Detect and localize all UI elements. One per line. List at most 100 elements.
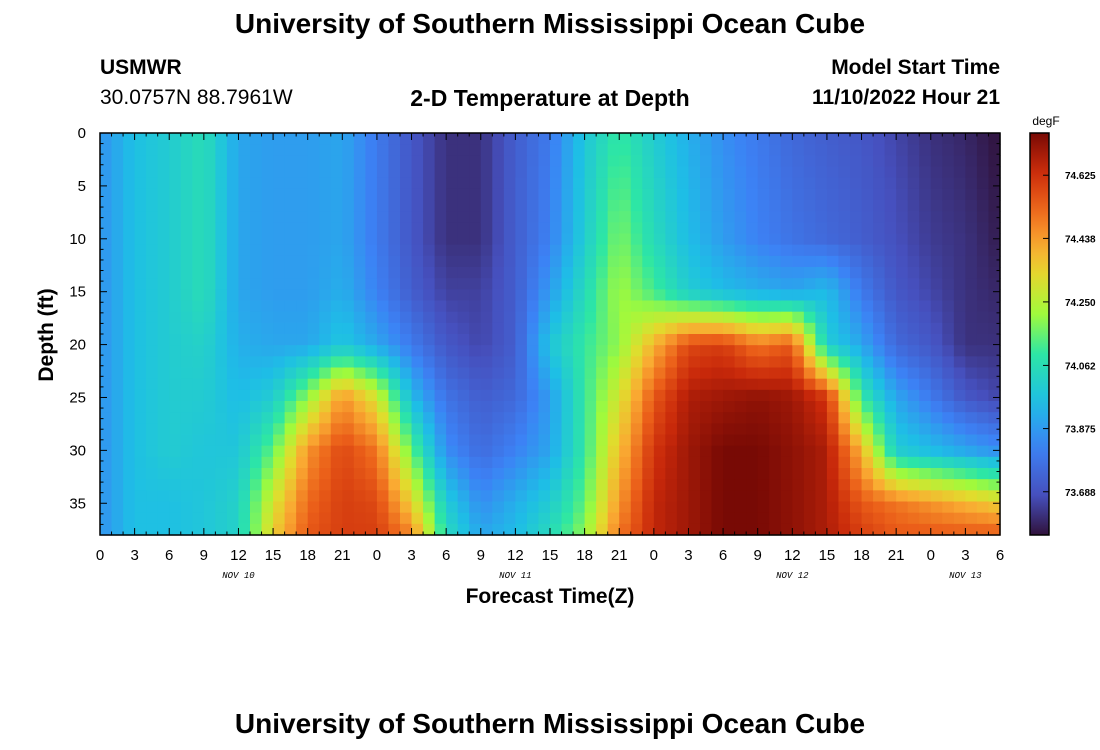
heatmap-cell bbox=[192, 300, 205, 313]
heatmap-cell bbox=[503, 412, 516, 424]
x-tick-label: 0 bbox=[650, 547, 658, 564]
heatmap-cell bbox=[734, 367, 747, 380]
heatmap-cell bbox=[665, 278, 678, 290]
heatmap-cell bbox=[353, 367, 366, 380]
heatmap-cell bbox=[376, 345, 390, 357]
heatmap-cell bbox=[907, 322, 920, 335]
heatmap-cell bbox=[307, 311, 320, 324]
heatmap-cell bbox=[192, 233, 205, 246]
heatmap-cell bbox=[838, 490, 851, 503]
heatmap-cell bbox=[988, 211, 1001, 223]
heatmap-cell bbox=[688, 434, 701, 447]
heatmap-cell bbox=[815, 222, 828, 235]
heatmap-cell bbox=[723, 356, 736, 369]
model-start-label: Model Start Time bbox=[831, 56, 1000, 79]
heatmap-cell bbox=[203, 144, 216, 156]
heatmap-cell bbox=[976, 300, 990, 313]
heatmap-cell bbox=[873, 278, 886, 290]
heatmap-cell bbox=[861, 412, 874, 424]
heatmap-cell bbox=[446, 177, 459, 190]
heatmap-cell bbox=[365, 133, 378, 145]
heatmap-cell bbox=[792, 300, 805, 313]
heatmap-cell bbox=[873, 211, 886, 223]
heatmap-cell bbox=[676, 456, 690, 469]
heatmap-cell bbox=[123, 233, 136, 246]
heatmap-cell bbox=[676, 278, 690, 290]
heatmap-cell bbox=[988, 378, 1001, 391]
heatmap-cell bbox=[896, 512, 909, 525]
heatmap-cell bbox=[342, 378, 355, 391]
heatmap-cell bbox=[642, 233, 655, 246]
heatmap-cell bbox=[976, 211, 990, 223]
heatmap-cell bbox=[330, 434, 343, 447]
heatmap-cell bbox=[492, 166, 505, 179]
heatmap-cell bbox=[734, 334, 747, 346]
heatmap-cell bbox=[180, 144, 193, 156]
heatmap-cell bbox=[330, 412, 343, 424]
heatmap-cell bbox=[711, 423, 724, 436]
heatmap-cell bbox=[250, 177, 263, 190]
heatmap-cell bbox=[203, 133, 216, 145]
heatmap-cell bbox=[596, 423, 609, 436]
heatmap-cell bbox=[676, 501, 690, 514]
heatmap-cell bbox=[215, 166, 228, 179]
heatmap-cell bbox=[503, 222, 516, 235]
heatmap-cell bbox=[180, 244, 193, 257]
heatmap-cell bbox=[746, 222, 759, 235]
heatmap-cell bbox=[780, 166, 793, 179]
heatmap-cell bbox=[700, 412, 713, 424]
heatmap-cell bbox=[861, 211, 874, 223]
heatmap-cell bbox=[942, 155, 955, 168]
footer-title: University of Southern Mississippi Ocean… bbox=[234, 708, 866, 739]
heatmap-cell bbox=[942, 412, 955, 424]
heatmap-cell bbox=[630, 512, 643, 525]
heatmap-cell bbox=[423, 300, 436, 313]
heatmap-cell bbox=[492, 155, 505, 168]
heatmap-cell bbox=[192, 401, 205, 413]
x-tick-label: 21 bbox=[888, 547, 905, 564]
heatmap-cell bbox=[665, 412, 678, 424]
heatmap-cell bbox=[907, 222, 920, 235]
heatmap-cell bbox=[826, 378, 840, 391]
x-tick-label: 9 bbox=[477, 547, 485, 564]
heatmap-cell bbox=[388, 133, 401, 145]
heatmap-cell bbox=[700, 322, 713, 335]
heatmap-cell bbox=[538, 523, 551, 536]
heatmap-cell bbox=[619, 267, 632, 279]
heatmap-cell bbox=[123, 512, 136, 525]
heatmap-cell bbox=[607, 300, 620, 313]
heatmap-cell bbox=[850, 512, 863, 525]
heatmap-cell bbox=[803, 289, 816, 302]
heatmap-cell bbox=[100, 367, 113, 380]
heatmap-cell bbox=[850, 300, 863, 313]
heatmap-cell bbox=[146, 378, 159, 391]
heatmap-cell bbox=[826, 479, 840, 491]
heatmap-cell bbox=[826, 523, 840, 536]
heatmap-cell bbox=[411, 434, 424, 447]
heatmap-cell bbox=[353, 278, 366, 290]
heatmap-cell bbox=[919, 490, 932, 503]
heatmap-cell bbox=[261, 501, 274, 514]
heatmap-cell bbox=[238, 211, 251, 223]
heatmap-cell bbox=[330, 501, 343, 514]
heatmap-cell bbox=[550, 423, 563, 436]
heatmap-cell bbox=[330, 456, 343, 469]
heatmap-cell bbox=[365, 322, 378, 335]
heatmap-cell bbox=[769, 423, 782, 436]
heatmap-cell bbox=[515, 334, 528, 346]
heatmap-cell bbox=[273, 211, 286, 223]
heatmap-cell bbox=[123, 300, 136, 313]
heatmap-cell bbox=[815, 166, 828, 179]
heatmap-cell bbox=[180, 378, 193, 391]
heatmap-cell bbox=[942, 490, 955, 503]
heatmap-cell bbox=[630, 255, 643, 268]
heatmap-cell bbox=[296, 501, 309, 514]
heatmap-cell bbox=[515, 222, 528, 235]
heatmap-cell bbox=[596, 345, 609, 357]
heatmap-cell bbox=[273, 367, 286, 380]
heatmap-cell bbox=[238, 166, 251, 179]
heatmap-cell bbox=[792, 311, 805, 324]
heatmap-cell bbox=[550, 356, 563, 369]
heatmap-cell bbox=[307, 166, 320, 179]
heatmap-cell bbox=[953, 200, 966, 212]
